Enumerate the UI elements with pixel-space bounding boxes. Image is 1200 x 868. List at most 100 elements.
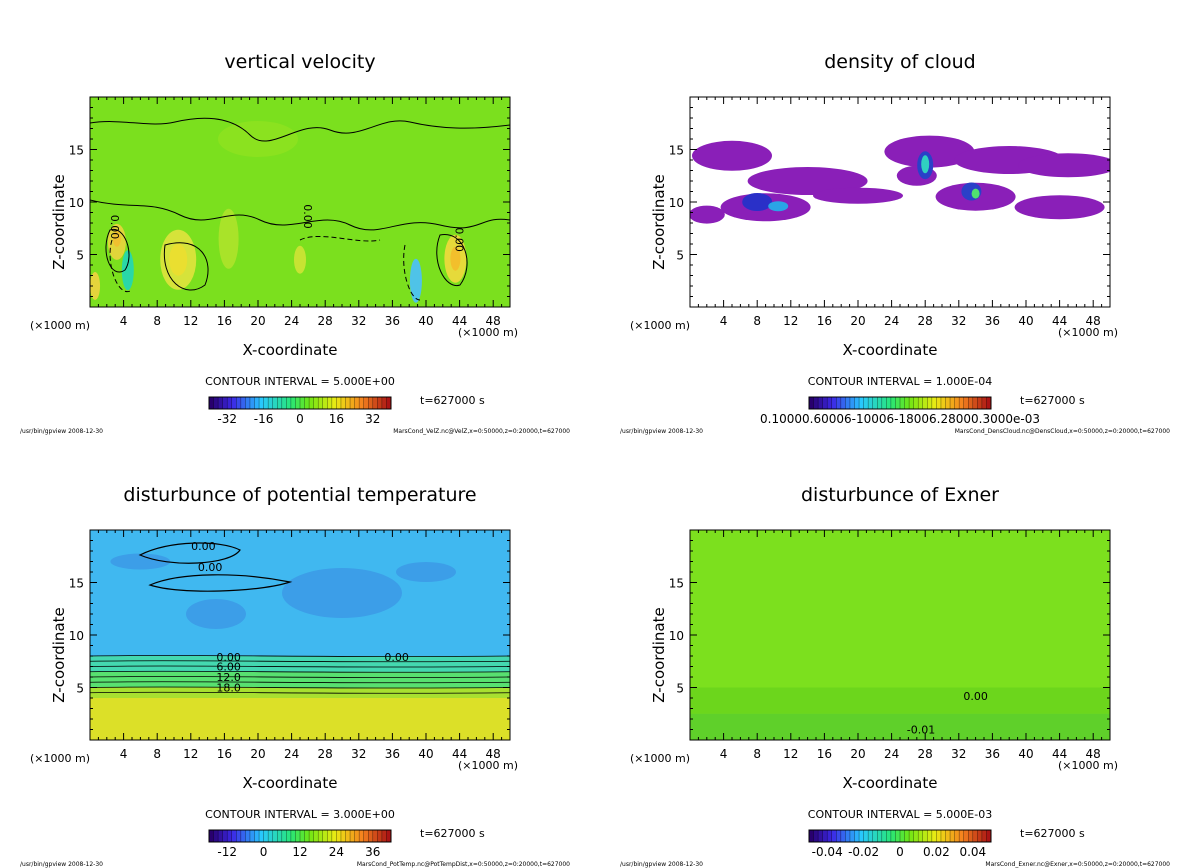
- contour-label: -0.01: [907, 724, 935, 737]
- cloud-region: [1014, 195, 1105, 220]
- field-region: [112, 230, 121, 247]
- x-tick-label: 24: [884, 747, 899, 761]
- colorbar-swatch: [909, 397, 915, 409]
- x-tick-label: 48: [1086, 314, 1101, 328]
- colorbar-swatch: [377, 830, 383, 842]
- colorbar-swatch: [286, 830, 292, 842]
- colorbar-tick-label: 36: [365, 845, 380, 859]
- colorbar-swatch: [909, 830, 915, 842]
- field-region: [90, 272, 101, 300]
- colorbar-swatch: [890, 397, 896, 409]
- x-tick-label: 36: [385, 314, 400, 328]
- field-region: [396, 562, 456, 582]
- contour-label: 12.0: [216, 671, 241, 684]
- x-tick-label: 24: [284, 314, 299, 328]
- field-region: [121, 250, 134, 291]
- colorbar-swatch: [313, 830, 319, 842]
- x-tick-label: 44: [452, 747, 467, 761]
- colorbar-swatch: [277, 397, 283, 409]
- colorbar-swatch: [809, 397, 814, 409]
- x-tick-label: 40: [1018, 747, 1033, 761]
- field-region: [450, 246, 461, 271]
- colorbar-swatch: [350, 397, 355, 409]
- x-tick-label: 40: [418, 747, 433, 761]
- field-region: [169, 243, 188, 276]
- colorbar-swatch: [977, 830, 983, 842]
- x-tick-label: 4: [120, 314, 128, 328]
- colorbar-swatch: [268, 397, 274, 409]
- contour-label: 0.00: [216, 651, 241, 664]
- colorbar-swatch: [981, 397, 987, 409]
- x-tick-label: 4: [720, 314, 728, 328]
- colorbar-swatch: [849, 830, 855, 842]
- colorbar-swatch: [350, 830, 355, 842]
- colorbar-swatch: [954, 397, 960, 409]
- cloud-region: [692, 140, 772, 171]
- contour-line: [90, 686, 510, 689]
- colorbar-swatch: [904, 830, 910, 842]
- colorbar-swatch: [900, 397, 905, 409]
- x-tick-label: 28: [318, 314, 333, 328]
- colorbar-swatch: [818, 397, 824, 409]
- colorbar-swatch: [340, 830, 346, 842]
- colorbar-swatch: [345, 830, 351, 842]
- x-tick-label: 28: [918, 747, 933, 761]
- colorbar-frame: [808, 829, 992, 843]
- contour-line-negative: [403, 244, 421, 301]
- x-tick-label: 28: [318, 747, 333, 761]
- y-tick-label: 10: [69, 629, 84, 643]
- y-tick-label: 5: [676, 682, 684, 696]
- field-band: [90, 656, 510, 672]
- program-footer: /usr/bin/gpview 2008-12-30: [620, 428, 703, 435]
- colorbar-swatch: [354, 397, 360, 409]
- colorbar-swatch: [845, 397, 851, 409]
- colorbar-swatch: [886, 397, 892, 409]
- colorbar-swatch: [922, 397, 928, 409]
- contour-label: 6.00: [216, 661, 241, 674]
- colorbar-swatch: [959, 830, 965, 842]
- x-unit-label: (×1000 m): [30, 752, 90, 765]
- time-label: t=627000 s: [1020, 394, 1085, 407]
- colorbar-swatch: [309, 830, 315, 842]
- colorbar-swatch: [222, 830, 228, 842]
- time-label: t=627000 s: [420, 827, 485, 840]
- colorbar-swatch: [340, 397, 346, 409]
- colorbar-swatch: [822, 397, 828, 409]
- x-tick-label: 48: [486, 747, 501, 761]
- x-tick-label: 16: [217, 747, 232, 761]
- colorbar-swatch: [849, 397, 855, 409]
- x-tick-label: 16: [217, 314, 232, 328]
- colorbar-swatch: [813, 830, 819, 842]
- y-tick-label: 15: [69, 144, 84, 158]
- y-tick-label: 10: [69, 196, 84, 210]
- colorbar-swatch: [218, 397, 224, 409]
- cloud-region: [813, 187, 903, 204]
- colorbar-swatch: [913, 830, 919, 842]
- y-tick-label: 10: [669, 629, 684, 643]
- colorbar-swatch: [363, 830, 369, 842]
- colorbar-swatch: [854, 830, 860, 842]
- colorbar-swatch: [318, 397, 324, 409]
- colorbar-frame: [808, 396, 992, 410]
- x-tick-label: 12: [183, 314, 198, 328]
- contour-line: [436, 234, 468, 286]
- x-tick-label: 48: [486, 314, 501, 328]
- contour-interval: CONTOUR INTERVAL = 3.000E+00: [205, 808, 395, 821]
- colorbar-swatch: [300, 830, 305, 842]
- y-tick-label: 15: [69, 577, 84, 591]
- colorbar-frame: [208, 829, 392, 843]
- contour-label: 0.00: [191, 540, 216, 553]
- y-tick-label: 5: [676, 249, 684, 263]
- x-tick-label: 32: [951, 314, 966, 328]
- colorbar-swatch: [240, 830, 246, 842]
- colorbar-swatch: [936, 830, 942, 842]
- colorbar-swatch: [327, 830, 333, 842]
- y-tick-label: 5: [76, 249, 84, 263]
- colorbar-swatch: [840, 397, 846, 409]
- x-tick-label: 8: [753, 747, 761, 761]
- colorbar-swatch: [286, 397, 292, 409]
- field-region: [218, 121, 298, 157]
- colorbar-swatch: [386, 397, 392, 409]
- contour-line: [148, 574, 293, 592]
- x-tick-label: 16: [817, 314, 832, 328]
